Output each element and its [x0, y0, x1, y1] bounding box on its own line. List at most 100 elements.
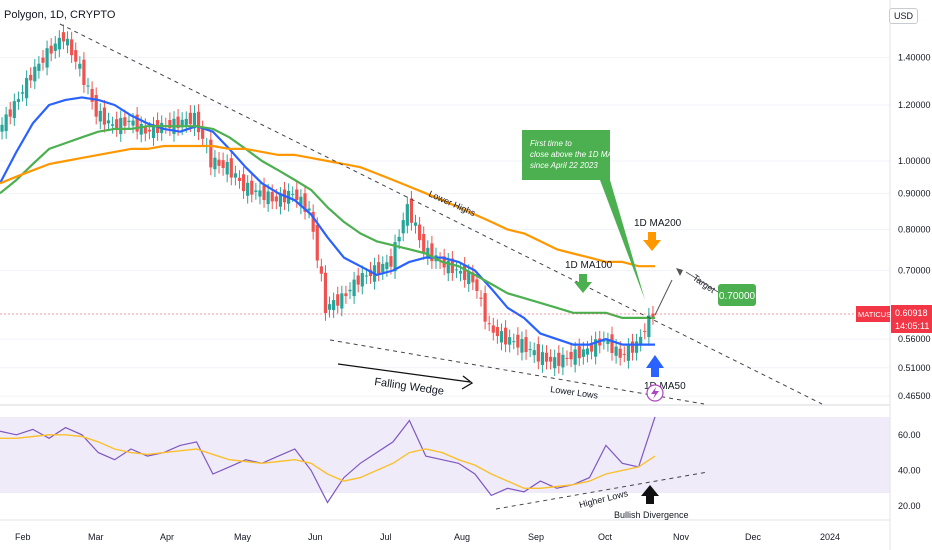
callout-line-1: First time to	[530, 139, 572, 148]
currency-button[interactable]: USD	[888, 8, 918, 24]
candle-body	[499, 331, 504, 343]
candle-body	[503, 327, 508, 345]
target-arrowhead-icon	[676, 268, 683, 276]
callout-line-3: since April 22 2023	[530, 161, 598, 170]
candle-body	[336, 294, 340, 306]
1d-ma100-line	[0, 125, 655, 319]
ma50-label: 1D MA50	[644, 381, 686, 392]
target-path-line	[654, 279, 673, 316]
candle-body	[45, 48, 49, 68]
price-tag-countdown: 14:05:11	[895, 321, 929, 331]
candle-body	[344, 293, 348, 297]
candle-body	[176, 116, 180, 128]
candle-body	[360, 273, 364, 287]
candle-body	[291, 193, 295, 195]
candle-body	[209, 139, 213, 168]
candle-body	[622, 353, 626, 355]
candle-body	[278, 194, 283, 207]
target-value: 0.70000	[719, 291, 756, 302]
candle-body	[491, 325, 495, 333]
candle-body	[389, 256, 393, 267]
candle-body	[594, 339, 598, 357]
candle-body	[340, 293, 344, 309]
candle-body	[4, 114, 8, 132]
candle-body	[98, 110, 102, 122]
candle-body	[274, 196, 278, 202]
rsi-layer	[0, 416, 656, 504]
price-tick-label: 1.40000	[898, 53, 931, 63]
candle-body	[508, 337, 512, 345]
rsi-axis: 60.00 40.00 20.00	[898, 430, 921, 511]
candle-body	[192, 112, 197, 129]
1d-ma50-line	[0, 96, 655, 346]
candle-body	[119, 118, 123, 135]
candle-body	[25, 78, 29, 99]
candle-body	[246, 182, 250, 196]
target-value-box	[718, 284, 756, 306]
candle-body	[299, 196, 303, 207]
candle-body	[409, 198, 414, 223]
candle-body	[20, 92, 25, 94]
rsi-line	[0, 416, 656, 504]
price-tick-label: 0.90000	[898, 188, 931, 198]
callout-line-2: close above the 1D MA200	[530, 150, 627, 159]
candle-body	[401, 220, 405, 234]
lower-highs-trendline[interactable]	[59, 23, 823, 405]
price-tag-symbol: MATICUSD	[858, 310, 897, 319]
candle-body	[446, 260, 450, 274]
candle-body	[630, 341, 635, 353]
candle-body	[16, 99, 21, 103]
candle-body	[151, 124, 156, 139]
rsi-band	[0, 417, 890, 493]
rsi-tick-label: 20.00	[898, 501, 921, 511]
falling-wedge-arrow-line	[337, 363, 471, 383]
price-tick-label: 0.70000	[898, 266, 931, 276]
candle-body	[217, 159, 221, 166]
grid	[0, 57, 890, 397]
candle-body	[618, 348, 622, 358]
time-tick-label: Jun	[308, 532, 323, 542]
candle-body	[33, 66, 37, 82]
candle-body	[458, 270, 463, 274]
candle-body	[524, 337, 528, 353]
falling-wedge-arrowhead-icon	[461, 375, 474, 390]
candle-body	[225, 161, 229, 175]
candle-body	[221, 160, 225, 169]
candle-body	[471, 272, 475, 283]
candle-body	[651, 313, 655, 317]
candle-body	[332, 300, 336, 311]
candle-body	[201, 128, 205, 139]
candles-layer	[0, 24, 655, 377]
ma50-arrow-icon	[646, 355, 664, 377]
candle-body	[426, 247, 430, 258]
candle-body	[65, 38, 70, 46]
candle-body	[614, 346, 618, 356]
candle-body	[356, 275, 360, 285]
moving-averages	[0, 96, 655, 346]
bullish-divergence-label: Bullish Divergence	[614, 510, 689, 520]
candle-body	[49, 45, 53, 54]
bullish-divergence-arrow-icon	[641, 485, 659, 504]
chart-title[interactable]: Polygon, 1D, CRYPTO	[4, 9, 116, 21]
candle-body	[626, 345, 630, 361]
candle-body	[413, 222, 418, 226]
higher-lows-trendline[interactable]	[495, 471, 709, 510]
time-tick-label: Sep	[528, 532, 544, 542]
candle-body	[123, 117, 127, 126]
candle-body	[487, 323, 491, 325]
candle-body	[12, 101, 16, 119]
candle-body	[233, 173, 237, 178]
candle-body	[184, 118, 188, 126]
candle-body	[250, 180, 254, 195]
time-tick-label: Mar	[88, 532, 104, 542]
candle-body	[557, 352, 561, 366]
candle-body	[303, 193, 307, 212]
candle-body	[237, 177, 242, 181]
price-tick-label: 0.56000	[898, 334, 931, 344]
candle-body	[454, 269, 459, 271]
candle-body	[0, 124, 4, 132]
candle-body	[295, 189, 299, 201]
price-tag-price: 0.60918	[895, 308, 928, 318]
candle-body	[430, 243, 434, 262]
